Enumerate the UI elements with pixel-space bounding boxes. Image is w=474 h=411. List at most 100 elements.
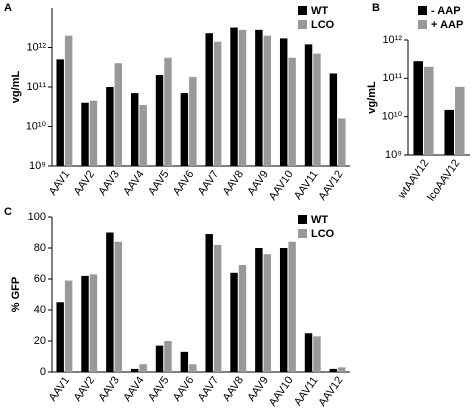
bar	[444, 109, 454, 155]
x-tick-label: AAV8	[221, 375, 246, 404]
y-tick-label: 10¹⁰	[26, 120, 47, 132]
bar	[338, 118, 346, 166]
y-tick-label: 10¹²	[26, 41, 46, 53]
bar	[413, 61, 423, 155]
bar	[130, 368, 139, 372]
bar	[304, 333, 313, 372]
x-tick-label: AAV11	[292, 375, 321, 409]
bar	[180, 351, 189, 372]
bar	[279, 38, 288, 167]
x-tick-label: AAV11	[292, 169, 321, 203]
bar	[164, 341, 172, 372]
bar	[213, 41, 222, 166]
y-tick-label: 10⁹	[29, 160, 46, 172]
bar	[56, 302, 64, 372]
bar	[139, 105, 147, 166]
bar	[329, 368, 338, 372]
bar	[329, 73, 338, 166]
y-tick-label: 80	[34, 242, 46, 254]
x-tick-label: AAV4	[121, 375, 146, 404]
legend-swatch	[418, 6, 427, 15]
legend-label: WT	[311, 214, 328, 226]
y-tick-label: 40	[34, 304, 46, 316]
bar	[81, 102, 89, 166]
bar	[114, 63, 123, 167]
x-tick-label: AAV3	[96, 169, 121, 198]
x-tick-label: AAV9	[245, 169, 270, 198]
y-tick-label: 10¹⁰	[382, 111, 403, 123]
x-tick-label: AAV9	[245, 375, 270, 404]
bar	[255, 248, 263, 372]
bar	[139, 364, 147, 372]
y-tick-label: 100	[28, 211, 46, 223]
bar	[424, 66, 434, 155]
bar	[205, 33, 213, 167]
x-tick-label: AAV2	[72, 375, 97, 404]
bar	[230, 27, 238, 167]
bar	[313, 53, 321, 167]
x-tick-label: AAV1	[47, 169, 72, 198]
legend-label: - AAP	[431, 5, 461, 17]
y-tick-label: 60	[34, 273, 46, 285]
bar	[238, 265, 247, 372]
bar	[263, 254, 272, 372]
panel-label: C	[4, 206, 12, 218]
bar	[180, 93, 189, 166]
bar	[89, 100, 98, 166]
legend-swatch	[418, 20, 427, 29]
bar	[304, 44, 313, 166]
bar	[230, 272, 238, 372]
x-tick-label: AAV10	[267, 375, 296, 409]
bar	[155, 345, 164, 372]
bar	[155, 75, 164, 166]
x-tick-label: AAV10	[267, 169, 296, 203]
legend-label: LCO	[311, 228, 335, 240]
y-tick-label: 20	[34, 335, 46, 347]
bar	[56, 59, 64, 166]
x-tick-label: AAV1	[47, 375, 72, 404]
panel-label: B	[372, 2, 380, 14]
legend-swatch	[298, 6, 307, 15]
bar	[189, 76, 197, 166]
bar	[279, 248, 288, 372]
y-tick-label: 10¹²	[382, 34, 402, 46]
bar	[238, 29, 247, 167]
bar	[130, 93, 139, 166]
bar	[263, 35, 272, 166]
panel-label: A	[4, 2, 12, 14]
bar	[89, 274, 98, 372]
y-axis-label: vg/mL	[10, 71, 22, 104]
x-tick-label: AAV12	[316, 169, 345, 203]
bar	[106, 87, 114, 166]
x-tick-label: AAV7	[196, 169, 221, 198]
bar	[64, 280, 73, 372]
bar	[455, 86, 465, 155]
y-tick-label: 0	[40, 366, 46, 378]
x-tick-label: AAV5	[146, 375, 171, 404]
y-tick-label: 10⁹	[385, 149, 402, 161]
x-tick-label: AAV3	[96, 375, 121, 404]
y-tick-label: 10¹¹	[382, 72, 402, 84]
x-tick-label: AAV2	[72, 169, 97, 198]
x-tick-label: AAV6	[171, 169, 196, 198]
legend-label: LCO	[311, 19, 335, 31]
bar	[338, 367, 346, 372]
bar	[81, 275, 89, 372]
legend-swatch	[298, 229, 307, 238]
bar	[189, 364, 197, 372]
bar	[213, 244, 222, 372]
bar	[106, 232, 114, 372]
bar	[164, 57, 172, 166]
x-tick-label: AAV5	[146, 169, 171, 198]
legend-label: + AAP	[431, 19, 463, 31]
bar	[64, 35, 73, 166]
x-tick-label: AAV7	[196, 375, 221, 404]
bar	[205, 234, 213, 372]
bar	[288, 241, 296, 372]
y-axis-label: vg/mL	[366, 81, 378, 114]
legend-label: WT	[311, 5, 328, 17]
x-tick-label: AAV12	[316, 375, 345, 409]
x-tick-label: AAV4	[121, 169, 146, 198]
y-tick-label: 10¹¹	[26, 81, 46, 93]
bar	[313, 336, 321, 372]
